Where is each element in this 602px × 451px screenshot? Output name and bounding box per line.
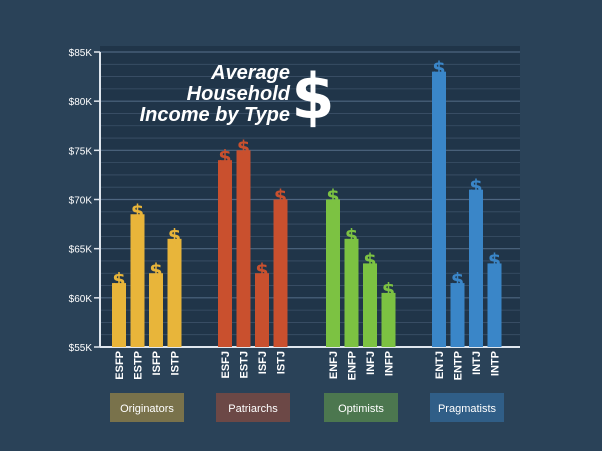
group-label-box [430, 393, 504, 422]
y-tick-label: $85K [69, 48, 93, 59]
x-tick-label: INFP [384, 351, 396, 376]
x-tick-label: ISTJ [276, 351, 288, 374]
bar-dollar-marker: $ [168, 225, 181, 247]
group-label-patriarchs: Patriarchs [228, 403, 278, 415]
bar-isfj [255, 273, 269, 347]
x-tick-label: INTJ [471, 351, 483, 375]
y-axis: $55K $60K $65K $70K $75K $80K $85K [69, 48, 520, 354]
bar-dollar-marker: $ [432, 58, 445, 80]
bar-enfp [344, 238, 359, 347]
x-tick-label: INFJ [365, 351, 377, 375]
bar-intp [487, 263, 502, 347]
title-line-3: Income by Type [140, 104, 290, 126]
group-label-optimists: Optimists [338, 403, 384, 415]
bar-infp [381, 292, 396, 347]
bar-dollar-marker: $ [451, 269, 464, 291]
y-tick-label: $80K [69, 97, 93, 108]
title-line-1: Average [210, 62, 290, 84]
bar-dollar-marker: $ [345, 225, 358, 247]
x-tick-label: ISFP [151, 351, 163, 375]
bar-dollar-marker: $ [488, 249, 501, 271]
bar-dollar-marker: $ [149, 259, 162, 281]
bar-dollar-marker: $ [112, 269, 125, 291]
bar-entp [450, 283, 465, 347]
y-tick-label: $55K [69, 343, 93, 354]
bar-dollar-marker: $ [363, 249, 376, 271]
x-tick-label: ENTJ [434, 351, 446, 379]
title-dollar-sign: $ [291, 60, 334, 133]
bar-esfp [112, 283, 126, 347]
bar-intj [469, 189, 483, 347]
bar-enfj [326, 199, 340, 347]
title-line-2: Household [187, 83, 291, 105]
y-tick-label: $60K [69, 294, 93, 305]
group-label-pragmatists: Pragmatists [438, 403, 497, 415]
bar-entj [432, 71, 446, 348]
bar-istj [273, 199, 288, 347]
bar-estj [236, 150, 251, 347]
bar-dollar-marker: $ [382, 279, 395, 301]
chart-title: Average Household Income by Type $ [140, 60, 335, 133]
y-tick-label: $65K [69, 245, 93, 256]
bar-dollar-marker: $ [255, 259, 268, 281]
x-tick-label: ESTP [133, 351, 145, 380]
x-tick-labels: ESFP ESTP ISFP ISTP ESFJ ESTJ ISFJ ISTJ ENFJ ENFP… [114, 351, 502, 380]
bars-layer: $$$$$ $$$ $$$$$$$$ [112, 58, 502, 348]
x-tick-label: ESTJ [239, 351, 251, 379]
group-label-originators: Originators [120, 403, 174, 415]
x-tick-label: ESFP [114, 351, 126, 380]
x-tick-label: INTP [490, 351, 502, 376]
y-tick-label: $75K [69, 146, 93, 157]
bar-dollar-marker: $ [469, 176, 482, 198]
bar-isfp [149, 273, 163, 347]
group-labels: Originators Patriarchs Optimists Pragmatist… [110, 393, 504, 422]
bar-istp [167, 238, 182, 347]
group-label-box [110, 393, 184, 422]
y-tick-label: $70K [69, 196, 93, 207]
bar-dollar-marker: $ [274, 186, 287, 208]
bar-dollar-marker: $ [326, 186, 339, 208]
x-tick-label: ESFJ [220, 351, 232, 379]
bar-dollar-marker: $ [131, 200, 144, 222]
x-tick-label: ENFJ [328, 351, 340, 379]
group-label-box [324, 393, 398, 422]
bar-estp [130, 214, 145, 347]
bar-esfj [218, 160, 232, 347]
group-label-box [216, 393, 290, 422]
x-tick-label: ISTP [170, 351, 182, 375]
bar-dollar-marker: $ [237, 136, 250, 158]
x-tick-label: ENFP [347, 351, 359, 380]
x-tick-label: ENTP [453, 351, 465, 380]
bar-infj [363, 263, 377, 347]
x-tick-label: ISFJ [257, 351, 269, 374]
bar-dollar-marker: $ [218, 146, 231, 168]
